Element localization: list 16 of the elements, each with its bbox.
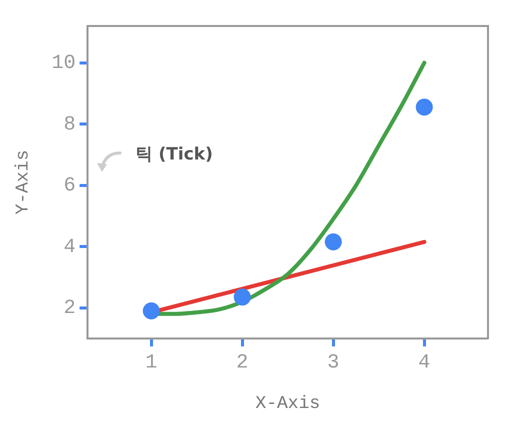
x-tick-label: 3 xyxy=(327,352,340,375)
y-tick-label: 6 xyxy=(64,174,76,198)
point xyxy=(416,98,433,116)
x-tick-label: 1 xyxy=(145,352,158,375)
x-tick-label: 2 xyxy=(236,352,248,375)
y-axis-title: Y-Axis xyxy=(14,150,34,215)
y-tick-label: 4 xyxy=(64,236,76,259)
y-tick-label: 10 xyxy=(52,52,76,76)
point xyxy=(142,302,160,320)
x-axis-title: X-Axis xyxy=(255,394,320,414)
annotation: 틱 (Tick) xyxy=(136,144,213,165)
y-tick-label: 2 xyxy=(64,297,76,320)
point xyxy=(324,233,342,250)
x-tick-label: 4 xyxy=(418,352,430,375)
point xyxy=(234,288,251,306)
y-tick-label: 8 xyxy=(64,113,76,136)
